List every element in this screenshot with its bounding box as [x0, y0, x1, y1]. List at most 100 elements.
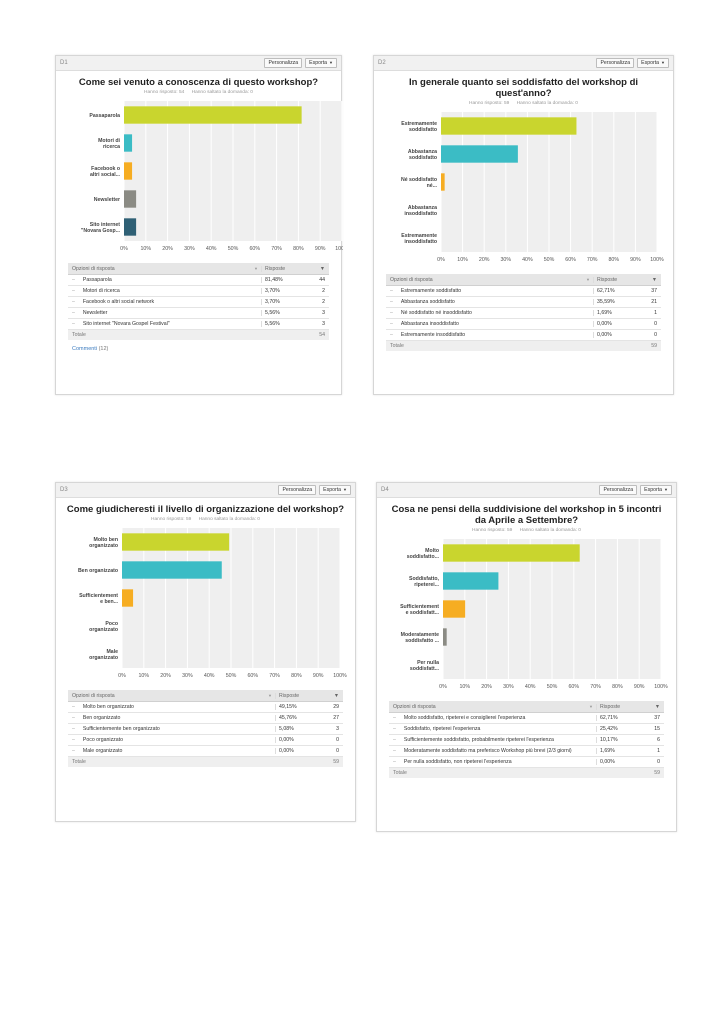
- export-button[interactable]: Esporta ▼: [319, 485, 351, 495]
- sort-icon[interactable]: ▼: [333, 692, 339, 699]
- row-count: 44: [319, 277, 325, 283]
- bar[interactable]: [443, 600, 466, 618]
- bar[interactable]: [441, 117, 577, 135]
- panel-header: D3 Personalizza Esporta ▼: [56, 483, 355, 498]
- x-tick-label: 0%: [437, 257, 445, 263]
- table-row: – Né soddisfatto né insoddisfatto 1,69% 1: [386, 308, 661, 319]
- row-bullet: –: [72, 321, 75, 327]
- sort-icon[interactable]: ▼: [654, 703, 660, 710]
- row-percentage: 0,00%: [275, 737, 325, 743]
- question-stats: Hanno risposto: 59 Hanno saltato la doma…: [56, 517, 355, 522]
- bar[interactable]: [443, 572, 499, 590]
- x-tick-label: 0%: [439, 684, 447, 690]
- sort-icon[interactable]: ▼: [589, 704, 593, 709]
- bar[interactable]: [441, 173, 445, 191]
- responses-column-header: Risposte: [275, 692, 325, 699]
- answered-count: Hanno risposto: 59: [472, 528, 513, 533]
- bar[interactable]: [122, 561, 222, 579]
- row-bullet: –: [72, 288, 75, 294]
- row-percentage: 5,56%: [261, 321, 311, 327]
- row-count: 0: [336, 737, 339, 743]
- row-label: Molto ben organizzato: [82, 704, 134, 710]
- row-label: Né soddisfatto né insoddisfatto: [400, 310, 472, 316]
- sort-icon[interactable]: ▼: [586, 277, 590, 282]
- category-label: Sito internet "Novara Gosp...: [81, 222, 121, 234]
- row-percentage: 62,71%: [596, 715, 646, 721]
- category-label: Per nulla soddisfatt...: [410, 660, 440, 672]
- category-label-line: Estremamente: [401, 121, 437, 127]
- customize-button[interactable]: Personalizza: [596, 58, 635, 68]
- caret-down-icon: ▼: [329, 60, 333, 65]
- category-label-line: e ben...: [100, 599, 118, 605]
- bar[interactable]: [122, 533, 230, 551]
- x-tick-label: 60%: [247, 673, 258, 679]
- category-label-line: soddisfatt...: [410, 666, 440, 672]
- response-table: Opzioni di risposta ▼ Risposte ▼ – Passapa…: [68, 263, 329, 340]
- table-total-row: Totale 59: [389, 768, 664, 778]
- skipped-count: Hanno saltato la domanda: 0: [191, 90, 253, 95]
- sort-icon[interactable]: ▼: [254, 266, 258, 271]
- comments-link[interactable]: Commenti (12): [72, 346, 341, 352]
- bar[interactable]: [124, 134, 133, 152]
- row-count: 27: [333, 715, 339, 721]
- table-row: – Molto soddisfatto, ripeterei e consigli…: [389, 713, 664, 724]
- x-tick-label: 40%: [206, 246, 217, 252]
- question-id: D4: [381, 487, 389, 493]
- row-option: – Abbastanza soddisfatto: [386, 299, 593, 305]
- row-label: Abbastanza soddisfatto: [400, 299, 455, 305]
- options-column-header: Opzioni di risposta: [72, 692, 115, 699]
- row-option: – Facebook o altri social network: [68, 299, 261, 305]
- x-tick-label: 0%: [118, 673, 126, 679]
- row-count: 3: [322, 310, 325, 316]
- sort-icon[interactable]: ▼: [651, 276, 657, 283]
- table-row: – Motori di ricerca 3,70% 2: [68, 286, 329, 297]
- bar[interactable]: [122, 589, 134, 607]
- skipped-count: Hanno saltato la domanda: 0: [516, 101, 578, 106]
- bar[interactable]: [443, 544, 580, 562]
- x-tick-label: 30%: [184, 246, 195, 252]
- bar[interactable]: [124, 106, 302, 124]
- export-button[interactable]: Esporta ▼: [640, 485, 672, 495]
- survey-panel-d1: D1 Personalizza Esporta ▼ Come sei venuto…: [55, 55, 343, 395]
- customize-button[interactable]: Personalizza: [264, 58, 303, 68]
- bar-chart: 0% 10% 20% 30% 40% 50% 60% 70% 80% 90% 100%Molto so…: [400, 539, 668, 690]
- category-label: Molto soddisfatto...: [407, 548, 440, 560]
- category-label: Facebook o altri social...: [90, 166, 121, 178]
- row-percentage: 10,17%: [596, 737, 646, 743]
- category-label-line: organizzato: [89, 655, 118, 661]
- sort-icon[interactable]: ▼: [268, 693, 272, 698]
- bar[interactable]: [124, 162, 133, 180]
- row-bullet: –: [390, 310, 393, 316]
- row-percentage: 0,00%: [596, 759, 646, 765]
- export-button[interactable]: Esporta ▼: [637, 58, 669, 68]
- x-tick-label: 40%: [522, 257, 533, 263]
- category-label-line: Motori di: [98, 138, 120, 144]
- row-label: Molto soddisfatto, ripeterei e consiglie…: [403, 715, 526, 721]
- caret-down-icon: ▼: [661, 60, 665, 65]
- row-label: Sufficientemente ben organizzato: [82, 726, 160, 732]
- row-option: – Né soddisfatto né insoddisfatto: [386, 310, 593, 316]
- row-count: 0: [336, 748, 339, 754]
- category-label: Passaparola: [89, 113, 120, 119]
- bar[interactable]: [441, 145, 518, 163]
- category-label: Molto ben organizzato: [89, 537, 118, 549]
- row-bullet: –: [72, 704, 75, 710]
- bar-chart: 0% 10% 20% 30% 40% 50% 60% 70% 80% 90% 100% Estrema…: [401, 112, 664, 263]
- row-option: – Newsletter: [68, 310, 261, 316]
- category-label-line: Male: [106, 649, 118, 655]
- x-tick-label: 50%: [544, 257, 555, 263]
- category-label-line: soddisfatto...: [407, 554, 440, 560]
- export-button[interactable]: Esporta ▼: [305, 58, 337, 68]
- bar[interactable]: [443, 628, 447, 646]
- x-tick-label: 100%: [650, 257, 664, 263]
- bar[interactable]: [124, 190, 137, 208]
- sort-icon[interactable]: ▼: [319, 265, 325, 272]
- customize-button[interactable]: Personalizza: [599, 485, 638, 495]
- customize-button[interactable]: Personalizza: [278, 485, 317, 495]
- row-label: Abbastanza insoddisfatto: [400, 321, 459, 327]
- question-title: Come sei venuto a conoscenza di questo w…: [78, 77, 319, 88]
- row-label: Poco organizzato: [82, 737, 123, 743]
- question-stats: Hanno risposto: 54 Hanno saltato la doma…: [56, 90, 341, 95]
- bar[interactable]: [124, 218, 137, 236]
- category-label-line: Molto: [425, 548, 439, 554]
